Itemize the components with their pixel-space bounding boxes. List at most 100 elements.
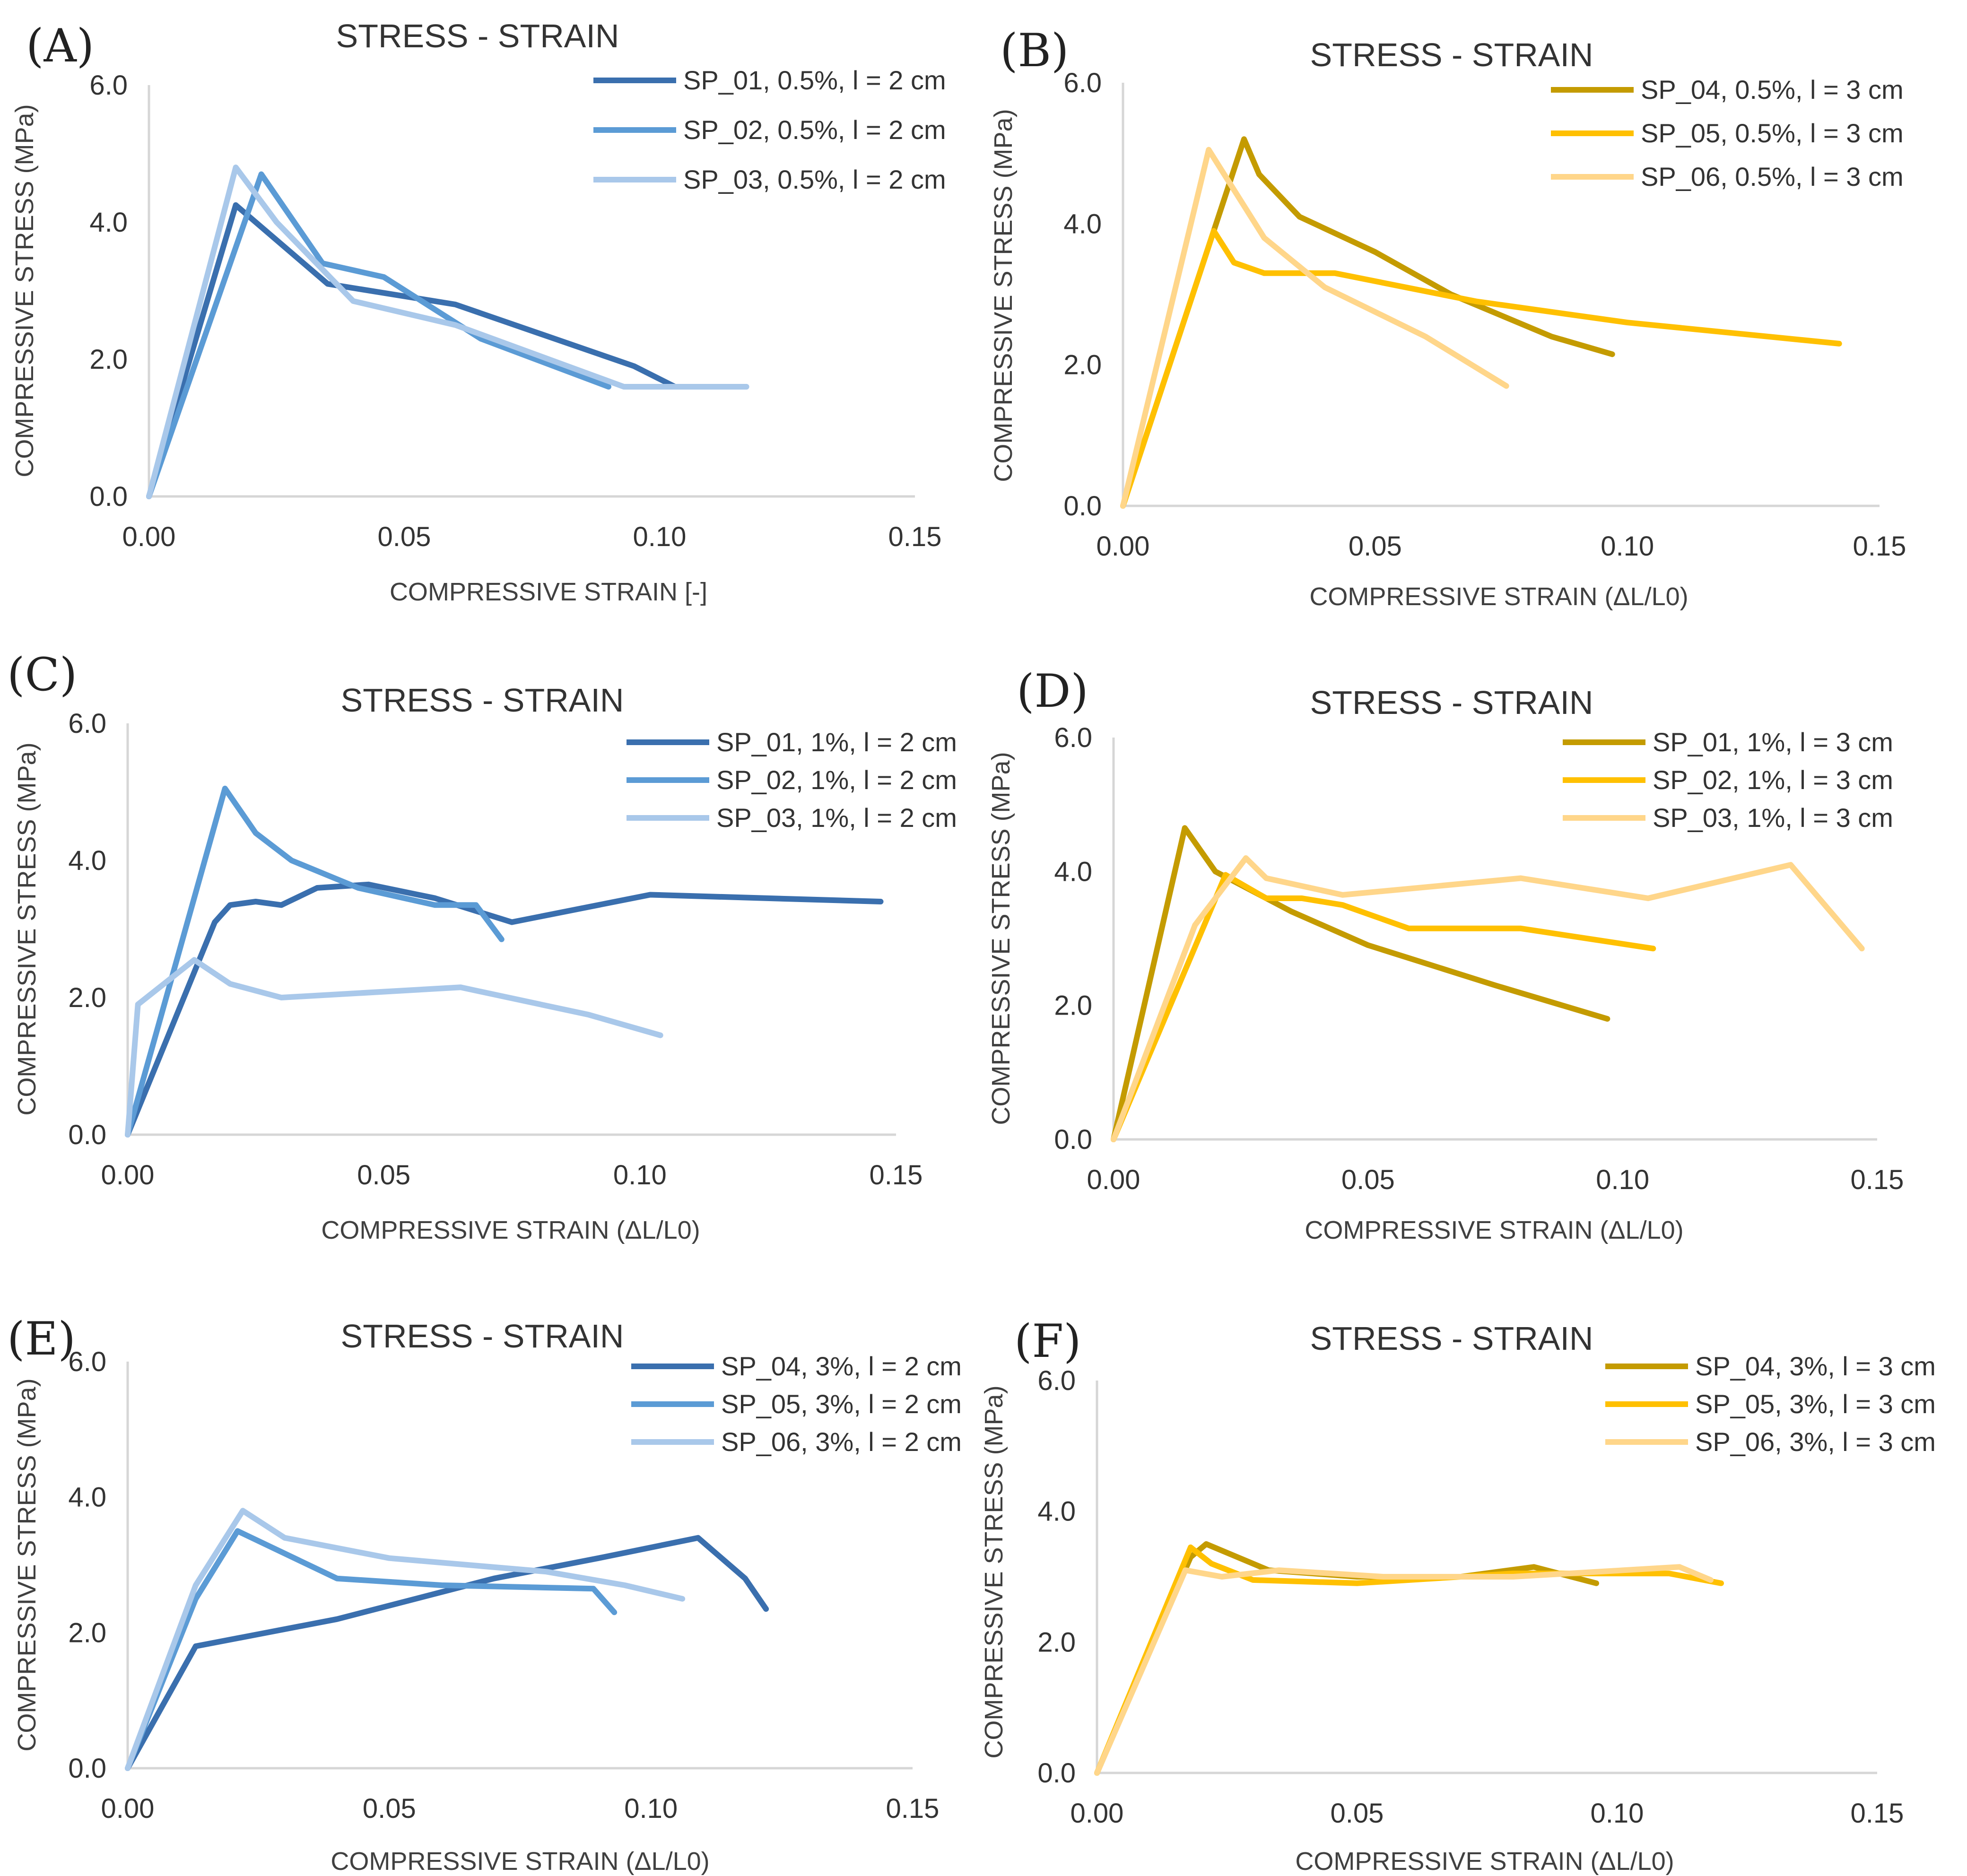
y-tick-label: 4.0 xyxy=(1037,1496,1076,1527)
legend-label: SP_05, 3%, l = 2 cm xyxy=(721,1389,962,1419)
series-line-1 xyxy=(125,881,884,1138)
x-tick-label: 0.00 xyxy=(1071,1798,1124,1829)
y-tick-label: 0.0 xyxy=(68,1753,106,1784)
y-tick-label: 4.0 xyxy=(89,207,128,238)
chart-title: STRESS - STRAIN xyxy=(341,682,624,719)
x-tick-label: 0.10 xyxy=(624,1793,678,1824)
legend-label: SP_03, 0.5%, l = 2 cm xyxy=(683,165,946,194)
x-tick-label: 0.00 xyxy=(122,521,176,552)
series-line-2 xyxy=(125,1528,618,1771)
chart-title: STRESS - STRAIN xyxy=(1310,1320,1593,1357)
legend-label: SP_02, 1%, l = 3 cm xyxy=(1653,765,1893,795)
y-tick-label: 6.0 xyxy=(1054,722,1092,753)
series-line-3 xyxy=(125,957,663,1138)
series-line-3 xyxy=(1111,855,1865,1142)
legend-label: SP_06, 0.5%, l = 3 cm xyxy=(1641,162,1904,191)
y-tick-label: 0.0 xyxy=(68,1120,106,1150)
chart-panel-6: (F) STRESS - STRAIN 0.0 2.0 4.0 6.0 0.00 0.05 0.… xyxy=(980,1315,1936,1876)
x-tick-label: 0.15 xyxy=(1851,1164,1904,1195)
legend-label: SP_04, 3%, l = 3 cm xyxy=(1695,1351,1936,1381)
x-tick-label: 0.10 xyxy=(633,521,687,552)
series-line-2 xyxy=(125,785,505,1138)
panel-letter: (F) xyxy=(1014,1315,1081,1368)
y-tick-label: 2.0 xyxy=(89,344,128,375)
legend-label: SP_03, 1%, l = 3 cm xyxy=(1653,803,1893,833)
series-line-3 xyxy=(125,1508,686,1771)
chart-panel-1: (A) STRESS - STRAIN 0.0 2.0 4.0 6.0 0.00 0.05 0.… xyxy=(10,17,946,606)
x-tick-label: 0.10 xyxy=(1601,531,1654,562)
x-axis-label: COMPRESSIVE STRAIN (ΔL/L0) xyxy=(1295,1847,1674,1876)
panel-letter: (D) xyxy=(1017,665,1088,718)
x-tick-label: 0.15 xyxy=(888,521,942,552)
y-tick-label: 4.0 xyxy=(1063,208,1102,239)
chart-panel-5: (E) STRESS - STRAIN 0.0 2.0 4.0 6.0 0.00 0.05 0.… xyxy=(7,1312,962,1876)
y-tick-label: 6.0 xyxy=(89,70,128,101)
chart-panel-3: (C) STRESS - STRAIN 0.0 2.0 4.0 6.0 0.00 0.05 0.… xyxy=(7,648,957,1244)
x-tick-label: 0.05 xyxy=(378,521,431,552)
legend-label: SP_02, 1%, l = 2 cm xyxy=(716,765,957,795)
x-axis-label: COMPRESSIVE STRAIN (ΔL/L0) xyxy=(1309,582,1688,611)
series-line-1 xyxy=(125,1535,769,1771)
series-line-3 xyxy=(1120,147,1509,509)
y-axis-label: COMPRESSIVE STRESS (MPa) xyxy=(987,752,1015,1125)
panel-letter: (C) xyxy=(7,648,77,701)
chart-panel-4: (D) STRESS - STRAIN 0.0 2.0 4.0 6.0 0.00 0.05 0.… xyxy=(987,665,1904,1244)
y-tick-label: 4.0 xyxy=(68,1482,106,1513)
x-tick-label: 0.15 xyxy=(870,1160,923,1190)
y-tick-label: 6.0 xyxy=(68,1346,106,1377)
y-axis-label: COMPRESSIVE STRESS (MPa) xyxy=(13,742,41,1115)
y-axis-label: COMPRESSIVE STRESS (MPa) xyxy=(989,109,1018,482)
chart-title: STRESS - STRAIN xyxy=(341,1318,624,1355)
y-tick-label: 4.0 xyxy=(68,845,106,876)
panel-letter: (A) xyxy=(26,19,94,72)
panel-letter: (B) xyxy=(1000,24,1069,77)
x-tick-label: 0.05 xyxy=(1341,1164,1395,1195)
x-axis-label: COMPRESSIVE STRAIN (ΔL/L0) xyxy=(321,1216,700,1244)
y-tick-label: 2.0 xyxy=(1037,1627,1076,1658)
y-tick-label: 4.0 xyxy=(1054,856,1092,887)
y-tick-label: 6.0 xyxy=(68,708,106,739)
x-axis-label: COMPRESSIVE STRAIN (ΔL/L0) xyxy=(331,1847,709,1876)
legend-label: SP_05, 3%, l = 3 cm xyxy=(1695,1389,1936,1419)
y-tick-label: 0.0 xyxy=(89,481,128,512)
y-tick-label: 0.0 xyxy=(1054,1124,1092,1155)
legend-label: SP_06, 3%, l = 2 cm xyxy=(721,1427,962,1457)
x-tick-label: 0.15 xyxy=(886,1793,940,1824)
legend-label: SP_06, 3%, l = 3 cm xyxy=(1695,1427,1936,1457)
chart-title: STRESS - STRAIN xyxy=(1310,684,1593,721)
x-tick-label: 0.05 xyxy=(363,1793,416,1824)
x-tick-label: 0.00 xyxy=(101,1793,155,1824)
series-line-3 xyxy=(146,165,749,499)
x-tick-label: 0.00 xyxy=(101,1160,155,1190)
y-tick-label: 6.0 xyxy=(1063,68,1102,98)
x-axis-label: COMPRESSIVE STRAIN [-] xyxy=(390,578,707,606)
series-line-1 xyxy=(1111,825,1610,1142)
x-axis-label: COMPRESSIVE STRAIN (ΔL/L0) xyxy=(1305,1216,1683,1244)
legend-label: SP_03, 1%, l = 2 cm xyxy=(716,803,957,833)
x-tick-label: 0.05 xyxy=(357,1160,410,1190)
x-tick-label: 0.05 xyxy=(1349,531,1402,562)
y-axis-label: COMPRESSIVE STRESS (MPa) xyxy=(10,104,39,477)
x-tick-label: 0.10 xyxy=(613,1160,667,1190)
legend-label: SP_01, 1%, l = 3 cm xyxy=(1653,727,1893,757)
x-tick-label: 0.15 xyxy=(1851,1798,1904,1829)
x-tick-label: 0.00 xyxy=(1097,531,1150,562)
y-tick-label: 2.0 xyxy=(1054,990,1092,1021)
legend-label: SP_01, 0.5%, l = 2 cm xyxy=(683,65,946,95)
panel-letter: (E) xyxy=(7,1312,76,1365)
y-axis-label: COMPRESSIVE STRESS (MPa) xyxy=(13,1378,41,1751)
x-tick-label: 0.05 xyxy=(1331,1798,1384,1829)
series-line-1 xyxy=(1120,136,1615,509)
x-tick-label: 0.00 xyxy=(1087,1164,1140,1195)
legend-label: SP_01, 1%, l = 2 cm xyxy=(716,727,957,757)
series-line-3 xyxy=(1094,1564,1714,1776)
x-tick-label: 0.15 xyxy=(1853,531,1906,562)
chart-title: STRESS - STRAIN xyxy=(336,17,619,54)
y-tick-label: 0.0 xyxy=(1063,491,1102,521)
series-line-2 xyxy=(146,171,611,499)
series-line-2 xyxy=(1120,228,1842,509)
x-tick-label: 0.10 xyxy=(1596,1164,1649,1195)
y-tick-label: 0.0 xyxy=(1037,1758,1076,1789)
